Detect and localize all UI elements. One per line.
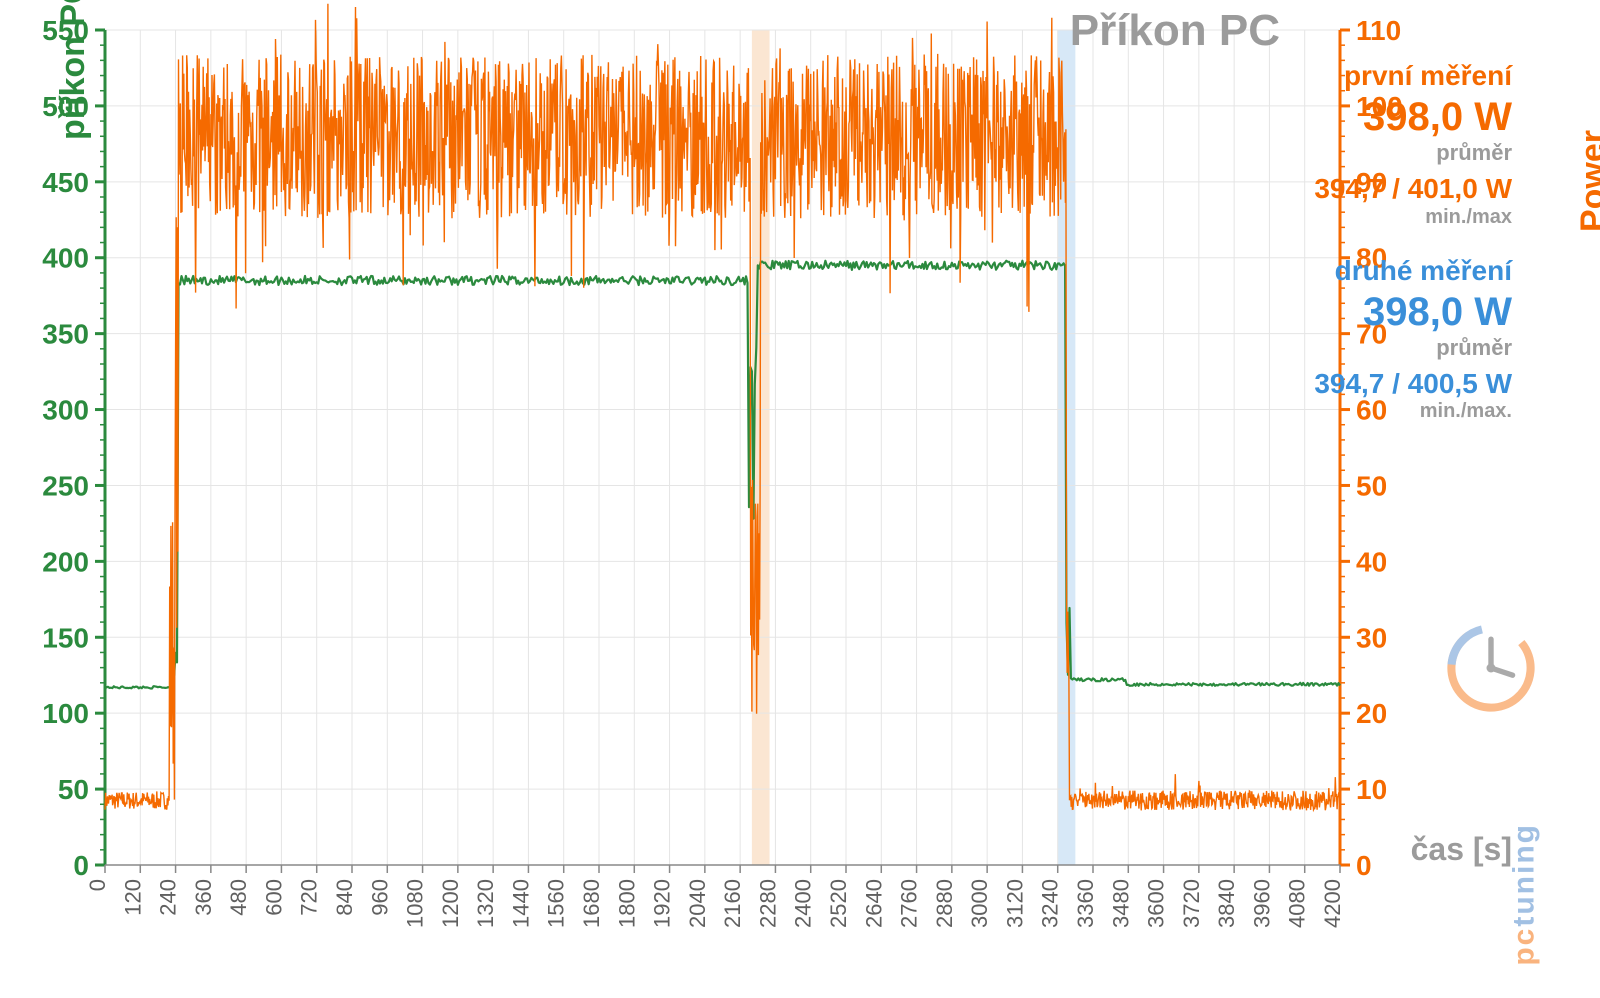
svg-text:0: 0 — [73, 850, 89, 881]
svg-text:1440: 1440 — [508, 879, 533, 928]
svg-text:50: 50 — [1356, 470, 1387, 501]
svg-text:2760: 2760 — [897, 879, 922, 928]
svg-text:240: 240 — [156, 879, 181, 916]
svg-text:2640: 2640 — [861, 879, 886, 928]
svg-text:250: 250 — [42, 470, 89, 501]
svg-text:840: 840 — [332, 879, 357, 916]
svg-text:1080: 1080 — [403, 879, 428, 928]
svg-text:1200: 1200 — [438, 879, 463, 928]
svg-text:2520: 2520 — [826, 879, 851, 928]
y-right-axis-label: Power — [1574, 130, 1600, 232]
svg-text:100: 100 — [42, 698, 89, 729]
svg-text:10: 10 — [1356, 774, 1387, 805]
svg-text:450: 450 — [42, 167, 89, 198]
svg-text:3960: 3960 — [1249, 879, 1274, 928]
svg-text:2280: 2280 — [755, 879, 780, 928]
svg-text:3120: 3120 — [1002, 879, 1027, 928]
svg-text:3360: 3360 — [1073, 879, 1098, 928]
svg-text:200: 200 — [42, 546, 89, 577]
svg-text:4080: 4080 — [1285, 879, 1310, 928]
svg-text:960: 960 — [367, 879, 392, 916]
legend-m1-value: 398,0 W — [1314, 94, 1512, 140]
legend-m1-title: první měření — [1314, 60, 1512, 92]
legend-panel: první měření 398,0 W průměr 394,7 / 401,… — [1314, 60, 1512, 423]
svg-text:120: 120 — [120, 879, 145, 916]
svg-text:3240: 3240 — [1038, 879, 1063, 928]
x-axis-label: čas [s] — [1411, 831, 1512, 868]
legend-m2-value: 398,0 W — [1314, 289, 1512, 335]
legend-m2-mmsub: min./max. — [1314, 400, 1512, 423]
svg-text:50: 50 — [58, 774, 89, 805]
svg-text:1920: 1920 — [650, 879, 675, 928]
legend-m1-mmsub: min./max — [1314, 206, 1512, 229]
svg-text:360: 360 — [191, 879, 216, 916]
svg-text:3600: 3600 — [1144, 879, 1169, 928]
svg-text:150: 150 — [42, 622, 89, 653]
svg-text:3840: 3840 — [1214, 879, 1239, 928]
legend-m2-title: druhé měření — [1314, 255, 1512, 287]
svg-text:300: 300 — [42, 395, 89, 426]
chart-container: Příkon PC příkon PC [W] Power čas [s] pr… — [0, 0, 1600, 998]
svg-text:20: 20 — [1356, 698, 1387, 729]
svg-text:2160: 2160 — [720, 879, 745, 928]
watermark-clock-icon — [1446, 623, 1536, 713]
watermark-text: pctuning — [1508, 823, 1542, 966]
svg-text:40: 40 — [1356, 546, 1387, 577]
svg-text:1560: 1560 — [544, 879, 569, 928]
svg-text:720: 720 — [297, 879, 322, 916]
legend-m2-minmax: 394,7 / 400,5 W — [1314, 368, 1512, 400]
svg-text:600: 600 — [261, 879, 286, 916]
svg-text:350: 350 — [42, 319, 89, 350]
legend-m2-sub: průměr — [1314, 335, 1512, 360]
svg-text:2040: 2040 — [685, 879, 710, 928]
legend-m1-minmax: 394,7 / 401,0 W — [1314, 173, 1512, 205]
svg-text:480: 480 — [226, 879, 251, 916]
svg-text:1320: 1320 — [473, 879, 498, 928]
svg-text:110: 110 — [1356, 15, 1401, 46]
svg-text:400: 400 — [42, 243, 89, 274]
svg-text:1800: 1800 — [614, 879, 639, 928]
y-left-axis-label: příkon PC [W] — [54, 0, 93, 140]
svg-text:3000: 3000 — [967, 879, 992, 928]
svg-text:3480: 3480 — [1108, 879, 1133, 928]
chart-title: Příkon PC — [1070, 6, 1280, 56]
legend-m1-sub: průměr — [1314, 140, 1512, 165]
svg-text:1680: 1680 — [579, 879, 604, 928]
svg-text:2880: 2880 — [932, 879, 957, 928]
svg-text:0: 0 — [85, 879, 110, 891]
svg-text:4200: 4200 — [1320, 879, 1345, 928]
svg-text:2400: 2400 — [791, 879, 816, 928]
svg-text:3720: 3720 — [1179, 879, 1204, 928]
svg-text:0: 0 — [1356, 850, 1372, 881]
svg-text:30: 30 — [1356, 622, 1387, 653]
